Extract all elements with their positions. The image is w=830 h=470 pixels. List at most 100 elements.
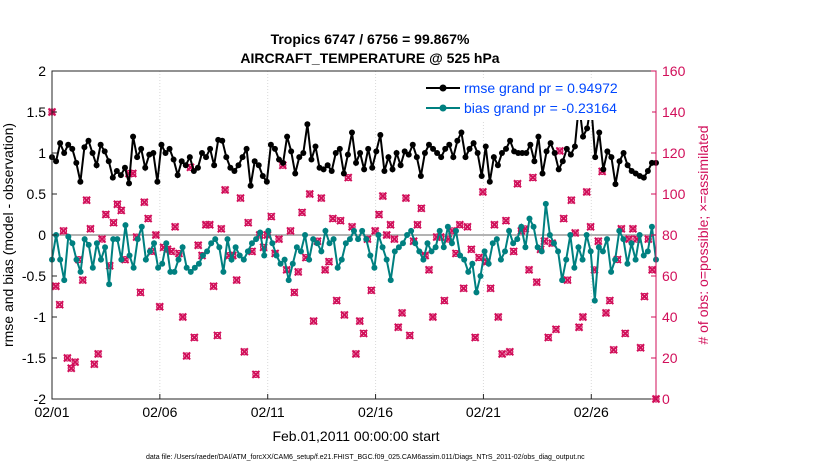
rmse-point: [166, 145, 173, 152]
obs-assimilated-marker: [390, 234, 399, 244]
obs-assimilated-marker: [594, 236, 603, 246]
obs-possible-marker: [136, 288, 145, 296]
bias-point: [273, 252, 280, 259]
rmse-point: [389, 166, 396, 173]
obs-assimilated-stroke: [86, 224, 95, 234]
rmse-point: [280, 159, 287, 166]
obs-assimilated-stroke: [243, 218, 253, 227]
obs-possible-marker: [471, 333, 479, 342]
obs-assimilated-stroke: [413, 220, 422, 229]
y-right-tick-label: 20: [662, 350, 678, 366]
obs-assimilated-stroke: [294, 267, 303, 277]
obs-assimilated-marker: [497, 349, 507, 359]
bias-point: [387, 277, 394, 284]
rmse-point: [401, 148, 408, 155]
obs-assimilated-marker: [190, 333, 199, 342]
obs-assimilated-marker: [640, 292, 649, 301]
bias-point: [265, 227, 272, 234]
y-left-tick-label: -2: [34, 391, 47, 407]
obs-assimilated-stroke: [528, 173, 538, 182]
rmse-point: [300, 150, 307, 156]
obs-assimilated-marker: [136, 288, 145, 297]
legend-rmse-swatch-marker: [439, 84, 447, 92]
bias-point: [334, 264, 341, 271]
bias-point: [293, 244, 300, 251]
obs-assimilated-marker: [605, 296, 615, 305]
obs-possible-marker: [183, 352, 191, 360]
obs-assimilated-stroke: [532, 277, 541, 287]
obs-possible-marker: [394, 323, 402, 331]
obs-possible-marker: [621, 329, 629, 337]
obs-assimilated-stroke: [82, 195, 91, 205]
obs-possible-marker: [533, 278, 541, 286]
obs-assimilated-stroke: [205, 220, 214, 229]
chart-title-line2: AIRCRAFT_TEMPERATURE @ 525 hPa: [240, 50, 499, 66]
bias-point: [587, 248, 594, 255]
obs-possible-marker: [371, 227, 379, 235]
bias-point: [440, 244, 447, 251]
rmse-point: [73, 159, 80, 166]
bias-point: [469, 260, 476, 267]
obs-possible-marker: [140, 198, 148, 206]
rmse-point: [296, 154, 303, 161]
obs-assimilated-stroke: [309, 316, 318, 326]
obs-possible-marker: [367, 286, 375, 294]
obs-assimilated-marker: [455, 220, 465, 229]
obs-assimilated-marker: [243, 218, 253, 227]
bias-point: [61, 277, 68, 284]
rmse-point: [466, 145, 473, 152]
rmse-point: [158, 141, 165, 148]
obs-possible-marker: [460, 284, 468, 292]
rmse-point: [150, 150, 157, 156]
obs-assimilated-stroke: [182, 351, 191, 361]
obs-assimilated-marker: [317, 193, 326, 203]
obs-assimilated-marker: [413, 220, 422, 229]
obs-assimilated-stroke: [193, 241, 203, 250]
obs-possible-marker: [552, 325, 560, 333]
bias-point: [318, 248, 325, 255]
rmse-point: [105, 158, 112, 165]
rmse-point: [340, 170, 347, 177]
rmse-point: [478, 172, 485, 179]
bias-point: [481, 248, 488, 255]
plot-marks: [47, 100, 661, 404]
obs-assimilated-stroke: [605, 296, 615, 305]
obs-assimilated-stroke: [317, 193, 326, 203]
obs-possible-marker: [583, 188, 591, 196]
obs-possible-marker: [98, 235, 106, 243]
rmse-point: [336, 145, 343, 152]
obs-possible-marker: [586, 223, 595, 231]
obs-possible-marker: [294, 268, 302, 276]
bias-point: [526, 215, 533, 222]
bias-point: [163, 240, 170, 247]
bias-point: [359, 227, 366, 234]
obs-possible-marker: [179, 313, 187, 321]
obs-possible-marker: [290, 288, 298, 296]
rmse-point: [304, 121, 311, 128]
rmse-point: [563, 145, 570, 152]
y-axis-left-label: rmse and bias (model - observation): [0, 123, 16, 347]
obs-assimilated-stroke: [209, 282, 218, 291]
obs-assimilated-marker: [505, 347, 515, 357]
obs-possible-marker: [63, 354, 71, 362]
rmse-point: [494, 162, 501, 169]
obs-assimilated-marker: [93, 349, 103, 359]
bias-point: [412, 240, 419, 247]
bias-point: [314, 240, 321, 247]
rmse-point: [231, 168, 238, 175]
rmse-point: [507, 137, 514, 144]
rmse-point: [117, 172, 124, 179]
obs-assimilated-stroke: [382, 230, 391, 240]
x-tick-label: 02/26: [574, 404, 609, 420]
rmse-point: [555, 166, 562, 173]
bias-point: [648, 223, 655, 230]
rmse-point: [174, 172, 181, 179]
rmse-point: [247, 182, 254, 189]
rmse-point: [207, 145, 214, 152]
bias-point: [310, 236, 317, 243]
obs-assimilated-stroke: [551, 325, 561, 334]
rmse-point: [332, 150, 339, 156]
rmse-point: [640, 174, 647, 181]
bias-point: [355, 236, 362, 243]
